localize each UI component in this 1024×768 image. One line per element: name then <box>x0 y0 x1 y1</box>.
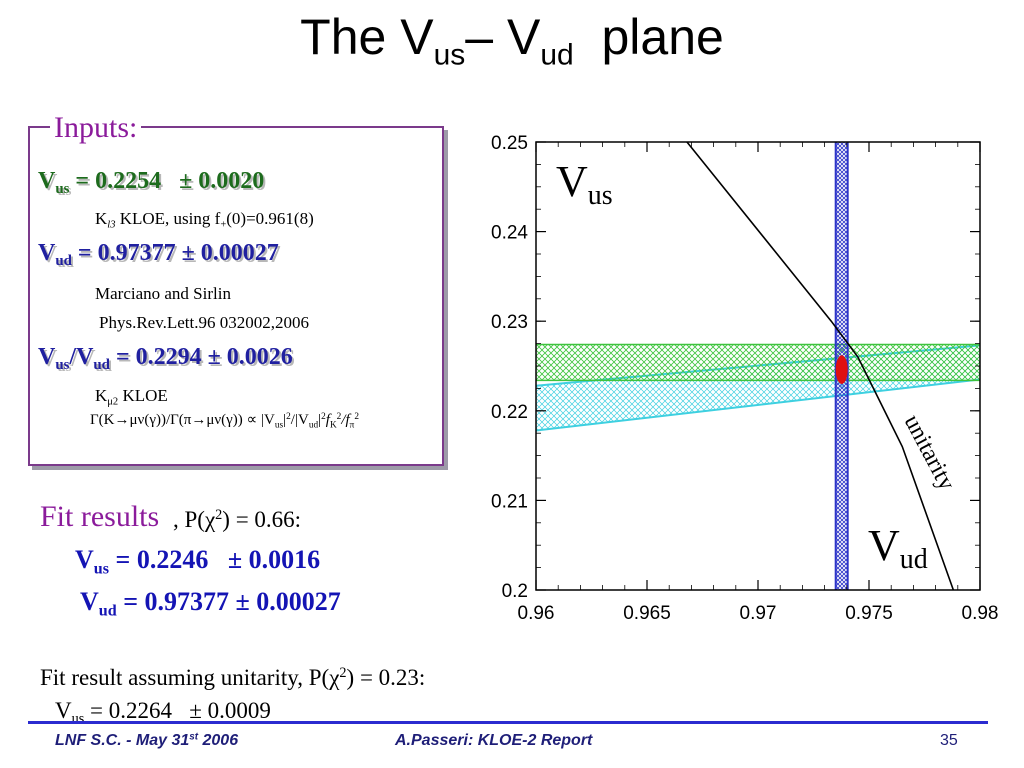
fit-results-label: Fit results <box>40 500 160 533</box>
x-tick-label: 0.98 <box>962 603 999 624</box>
footer-author: A.Passeri: KLOE-2 Report <box>395 732 593 749</box>
y-tick-label: 0.2 <box>502 581 528 602</box>
input-ratio-note-1: Kμ2 KLOE <box>95 386 168 408</box>
unitarity-fit-text: Fit result assuming unitarity, P(χ2) = 0… <box>40 665 426 690</box>
y-tick-label: 0.23 <box>491 312 528 333</box>
vus-vud-plot: 0.96 0.965 0.97 0.975 0.98 0.25 0.24 0.23 0.22 0.… <box>470 128 1010 630</box>
y-tick-label: 0.21 <box>491 491 528 512</box>
x-tick-label: 0.965 <box>623 603 671 624</box>
inputs-panel <box>28 126 444 466</box>
input-vud-note-1: Marciano and Sirlin <box>95 284 231 303</box>
unitarity-fit-vus: Vus = 0.2264 ± 0.0009 <box>55 698 271 727</box>
fit-ellipse <box>835 355 848 384</box>
ratio-band-lower-edge <box>536 378 980 432</box>
footer-divider <box>28 721 988 724</box>
x-tick-label: 0.975 <box>845 603 893 624</box>
plot-area <box>536 142 980 590</box>
inputs-legend: Inputs: <box>50 111 142 145</box>
x-tick-label: 0.96 <box>518 603 555 624</box>
fit-chi2: , P(χ2) = 0.66: <box>173 507 302 532</box>
unitarity-curve <box>686 142 955 590</box>
input-vus-value: Vus = 0.2254 ± 0.0020 <box>38 168 265 198</box>
fit-vud-value: Vud = 0.97377 ± 0.00027 <box>80 587 341 620</box>
input-ratio-formula: Γ(K→μν(γ))/Γ(π→μν(γ)) ∝ |Vus|2/|Vud|2fK2… <box>90 411 360 431</box>
y-axis-label-sub: us <box>588 180 613 211</box>
footer-event: LNF S.C. - May 31st 2006 <box>55 731 239 749</box>
y-tick-label: 0.22 <box>491 402 528 423</box>
slide-title: The Vus– Vud plane <box>300 9 724 72</box>
fit-vus-value: Vus = 0.2246 ± 0.0016 <box>75 545 321 578</box>
x-tick-label: 0.97 <box>740 603 777 624</box>
input-vus-note: Kl3 KLOE, using f+(0)=0.961(8) <box>95 209 314 231</box>
input-ratio-value: Vus/Vud = 0.2294 ± 0.0026 <box>38 344 293 374</box>
page-number: 35 <box>940 732 958 749</box>
input-vud-value: Vud = 0.97377 ± 0.00027 <box>38 240 279 270</box>
input-vud-note-2: Phys.Rev.Lett.96 032002,2006 <box>99 313 309 332</box>
y-tick-label: 0.25 <box>491 133 528 154</box>
x-axis-label-sub: ud <box>900 544 928 575</box>
y-tick-label: 0.24 <box>491 223 528 244</box>
vus-band <box>536 344 980 381</box>
